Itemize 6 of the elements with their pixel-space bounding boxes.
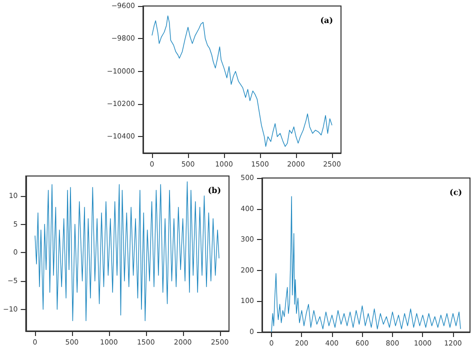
annotation: (a) [320,15,334,25]
annotation: (c) [450,187,462,197]
line-series [152,15,332,147]
line-series [34,181,220,322]
annotation: (b) [208,185,222,195]
line-series [271,196,461,332]
